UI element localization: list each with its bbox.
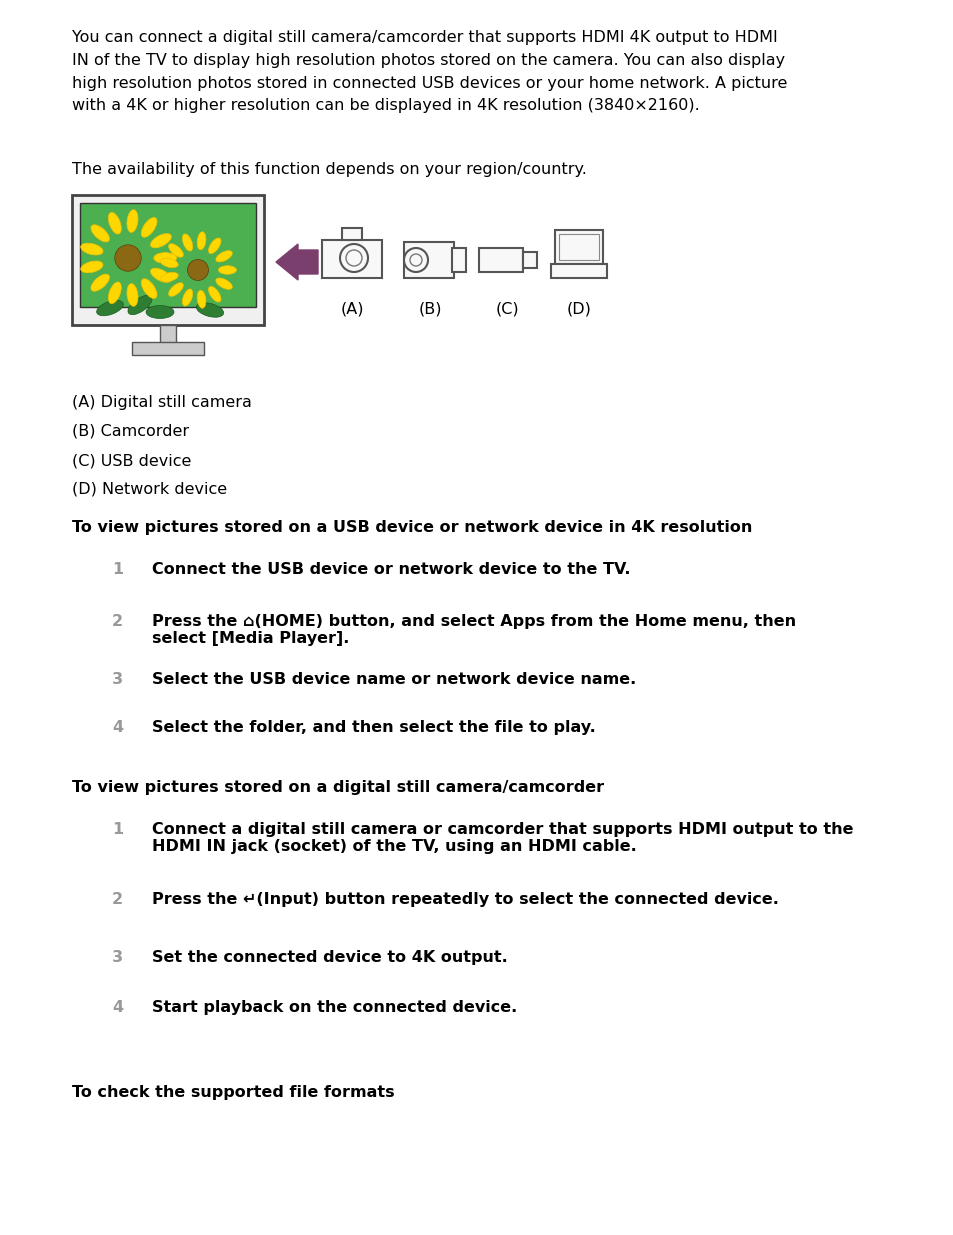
Circle shape	[346, 249, 361, 266]
Ellipse shape	[151, 268, 172, 283]
Ellipse shape	[153, 253, 176, 263]
Text: 1: 1	[112, 823, 123, 837]
Text: To view pictures stored on a USB device or network device in 4K resolution: To view pictures stored on a USB device …	[71, 520, 752, 535]
Bar	[558, 233, 598, 261]
Ellipse shape	[160, 258, 178, 268]
Ellipse shape	[127, 284, 138, 306]
Ellipse shape	[182, 233, 193, 251]
Ellipse shape	[215, 251, 233, 262]
Circle shape	[114, 245, 141, 272]
Text: Select the folder, and then select the file to play.: Select the folder, and then select the f…	[152, 720, 595, 735]
Ellipse shape	[151, 233, 172, 248]
Ellipse shape	[182, 289, 193, 306]
Ellipse shape	[81, 243, 103, 254]
Bar	[555, 230, 602, 264]
Circle shape	[403, 248, 428, 272]
Text: 4: 4	[112, 1000, 123, 1015]
Ellipse shape	[91, 225, 110, 242]
Bar	[322, 240, 381, 278]
Bar	[341, 228, 361, 240]
Ellipse shape	[146, 305, 173, 319]
Text: 3: 3	[112, 672, 123, 687]
Ellipse shape	[215, 278, 233, 289]
Bar	[160, 325, 175, 343]
Text: 3: 3	[112, 950, 123, 965]
Text: (A) Digital still camera: (A) Digital still camera	[71, 395, 252, 410]
Text: (B): (B)	[417, 303, 441, 317]
Circle shape	[188, 259, 209, 280]
Text: (B) Camcorder: (B) Camcorder	[71, 424, 189, 438]
Ellipse shape	[81, 261, 103, 273]
Ellipse shape	[197, 290, 206, 309]
Bar	[551, 264, 606, 278]
Ellipse shape	[209, 238, 221, 253]
Bar	[80, 203, 255, 308]
FancyArrow shape	[275, 245, 317, 280]
Text: 1: 1	[112, 562, 123, 577]
Text: Select the USB device name or network device name.: Select the USB device name or network de…	[152, 672, 636, 687]
Text: 4: 4	[112, 720, 123, 735]
Text: Connect a digital still camera or camcorder that supports HDMI output to the
HDM: Connect a digital still camera or camcor…	[152, 823, 853, 855]
Ellipse shape	[196, 303, 223, 317]
Ellipse shape	[160, 273, 178, 282]
Text: (A): (A)	[340, 303, 363, 317]
Ellipse shape	[91, 274, 110, 291]
Text: 2: 2	[112, 892, 123, 906]
Text: Start playback on the connected device.: Start playback on the connected device.	[152, 1000, 517, 1015]
Bar	[132, 342, 204, 354]
Ellipse shape	[109, 212, 121, 235]
Text: (C): (C)	[495, 303, 518, 317]
Ellipse shape	[141, 279, 157, 299]
Text: (C) USB device: (C) USB device	[71, 453, 192, 468]
Ellipse shape	[218, 266, 236, 274]
Text: The availability of this function depends on your region/country.: The availability of this function depend…	[71, 162, 586, 177]
Text: To check the supported file formats: To check the supported file formats	[71, 1086, 395, 1100]
Text: Press the ↵(Input) button repeatedly to select the connected device.: Press the ↵(Input) button repeatedly to …	[152, 892, 778, 906]
Text: You can connect a digital still camera/camcorder that supports HDMI 4K output to: You can connect a digital still camera/c…	[71, 30, 786, 114]
Text: (D): (D)	[566, 303, 591, 317]
Text: Connect the USB device or network device to the TV.: Connect the USB device or network device…	[152, 562, 630, 577]
Ellipse shape	[96, 300, 123, 316]
Ellipse shape	[109, 282, 121, 304]
Circle shape	[410, 254, 421, 266]
Text: 2: 2	[112, 614, 123, 629]
Ellipse shape	[169, 283, 183, 296]
Text: Press the ⌂(HOME) button, and select Apps from the Home menu, then
select [Media: Press the ⌂(HOME) button, and select App…	[152, 614, 796, 646]
Bar	[452, 248, 465, 272]
Bar	[403, 242, 454, 278]
Circle shape	[339, 245, 368, 272]
Ellipse shape	[141, 217, 157, 237]
Text: Set the connected device to 4K output.: Set the connected device to 4K output.	[152, 950, 507, 965]
Ellipse shape	[127, 210, 138, 232]
Ellipse shape	[169, 243, 183, 257]
Bar	[478, 248, 522, 272]
Text: (D) Network device: (D) Network device	[71, 482, 227, 496]
Ellipse shape	[197, 232, 206, 249]
Ellipse shape	[209, 287, 221, 303]
Text: To view pictures stored on a digital still camera/camcorder: To view pictures stored on a digital sti…	[71, 781, 603, 795]
Bar	[71, 195, 264, 325]
Bar	[522, 252, 537, 268]
Ellipse shape	[128, 295, 152, 315]
